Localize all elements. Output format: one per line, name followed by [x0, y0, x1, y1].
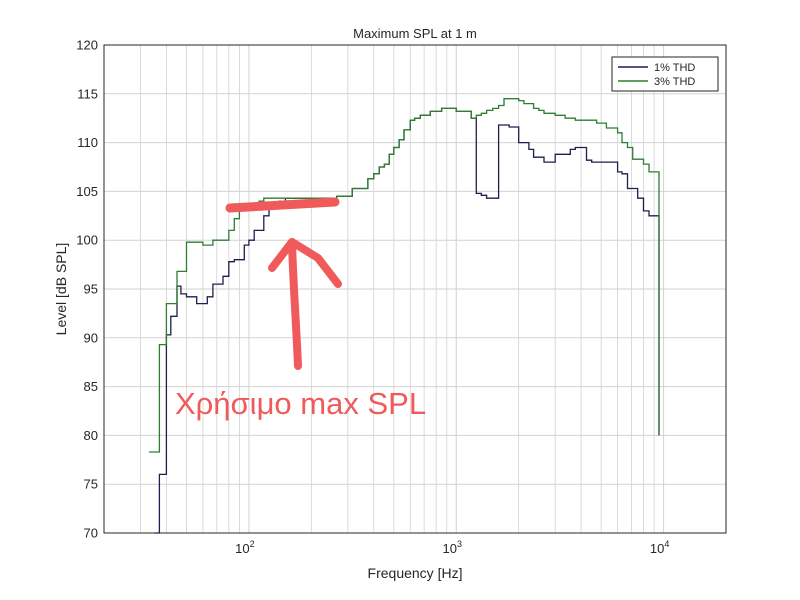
- legend: 1% THD 3% THD: [611, 56, 719, 92]
- y-tick-label: 95: [84, 282, 98, 297]
- y-tick-label: 105: [76, 184, 98, 199]
- y-axis-title: Level [dB SPL]: [53, 243, 69, 336]
- y-tick-label: 100: [76, 233, 98, 248]
- y-tick-labels: 70 75 80 85 90 95 100 105 110 115 120: [76, 38, 98, 541]
- y-tick-label: 90: [84, 330, 98, 345]
- x-axis-title: Frequency [Hz]: [368, 565, 463, 581]
- legend-label-3pct-thd: 3% THD: [654, 76, 695, 88]
- handwritten-annotation: Χρήσιμο max SPL: [175, 197, 426, 421]
- x-tick-labels: 102 103 104: [235, 539, 669, 556]
- legend-label-1pct-thd: 1% THD: [654, 62, 695, 74]
- y-tick-label: 75: [84, 477, 98, 492]
- x-tick-label: 102: [235, 539, 254, 556]
- plot-frame: [103, 44, 727, 534]
- y-tick-label: 70: [84, 526, 98, 541]
- annotation-text: Χρήσιμο max SPL: [175, 386, 426, 421]
- series-lines: [149, 98, 660, 534]
- series-line-3pct-thd: [149, 98, 660, 453]
- y-tick-label: 110: [77, 135, 98, 150]
- annotation-arrow-head: [268, 238, 342, 288]
- y-tick-label: 120: [76, 38, 98, 53]
- annotation-arrow-shaft: [288, 238, 302, 370]
- legend-box: [611, 56, 719, 92]
- chart-title: Maximum SPL at 1 m: [353, 26, 477, 41]
- y-tick-label: 85: [84, 379, 98, 394]
- x-tick-label: 103: [443, 539, 462, 556]
- annotation-underline-stroke: [225, 197, 340, 213]
- y-tick-label: 115: [77, 86, 98, 101]
- y-tick-label: 80: [84, 428, 98, 443]
- x-tick-label: 104: [650, 539, 669, 556]
